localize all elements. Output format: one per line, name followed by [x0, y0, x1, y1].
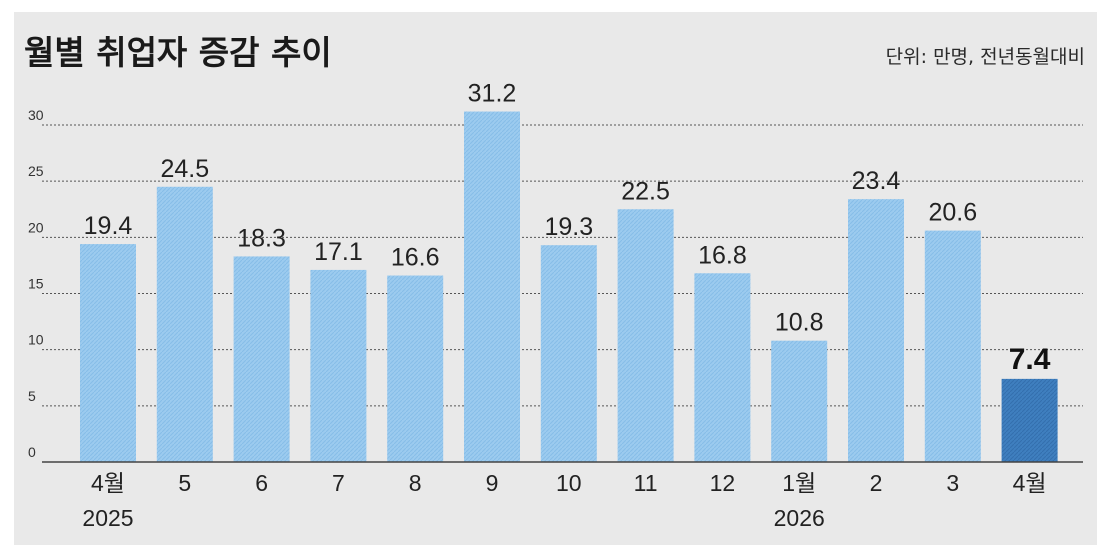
bar: [233, 256, 290, 462]
y-tick-label: 15: [28, 276, 44, 292]
bar: [464, 111, 520, 463]
x-tick-label: 3: [946, 470, 959, 496]
data-label: 10.8: [775, 309, 824, 337]
bar: [771, 340, 828, 462]
x-tick-label: 11: [634, 470, 658, 496]
bar: [1001, 378, 1058, 462]
y-tick-label: 20: [28, 219, 44, 235]
data-label: 23.4: [852, 167, 901, 195]
bar: [924, 230, 981, 462]
data-label: 19.4: [84, 212, 133, 240]
bar: [617, 209, 674, 462]
y-tick-label: 0: [28, 444, 36, 460]
bar: [156, 186, 213, 463]
data-label: 20.6: [928, 199, 977, 227]
y-tick-label: 5: [28, 388, 36, 404]
bar: [80, 244, 136, 462]
x-tick-label: 1월: [782, 470, 816, 496]
data-label: 31.2: [468, 80, 517, 108]
bar: [540, 245, 597, 462]
y-tick-label: 25: [28, 163, 44, 179]
data-label: 22.5: [621, 177, 670, 205]
x-tick-label: 2: [870, 470, 883, 496]
x-tick-label: 9: [486, 470, 499, 496]
bars: [80, 111, 1058, 463]
x-tick-label: 4월: [91, 470, 125, 496]
x-tick-label: 8: [409, 470, 422, 496]
chart-title: 월별 취업자 증감 추이: [24, 33, 332, 72]
x-axis-ticks: 4월 2025 5 6 7 8 9 10 11 12 1월 2026 2 3 4월: [82, 470, 1046, 531]
bar: [310, 269, 367, 462]
bar: [848, 199, 904, 462]
x-tick-label: 6: [255, 470, 268, 496]
data-label: 24.5: [160, 155, 209, 183]
y-tick-label: 10: [28, 332, 44, 348]
y-tick-label: 30: [28, 107, 44, 123]
x-year-label: 2025: [82, 505, 133, 531]
x-tick-label: 10: [556, 470, 582, 496]
x-tick-label: 4월: [1013, 470, 1047, 496]
bar: [694, 273, 751, 462]
data-label: 18.3: [237, 224, 286, 252]
bar-chart: 월별 취업자 증감 추이 단위: 만명, 전년동월대비 051015202530…: [24, 33, 1085, 531]
chart-panel: 월별 취업자 증감 추이 단위: 만명, 전년동월대비 0 5 10 15 20 25 30…: [14, 12, 1097, 545]
data-label: 17.1: [314, 238, 363, 266]
x-tick-label: 5: [178, 470, 191, 496]
data-label: 7.4: [1009, 343, 1051, 376]
data-labels: 19.4 24.5 18.3 17.1 16.6 31.2 19.3 22.5 16.8 10.8…: [84, 80, 1051, 376]
y-axis-ticks: 0 5 10 15 20 25 30: [28, 107, 44, 460]
data-label: 16.8: [698, 241, 747, 269]
unit-note: 단위: 만명, 전년동월대비: [886, 46, 1085, 68]
x-tick-label: 7: [332, 470, 345, 496]
x-tick-label: 12: [710, 470, 736, 496]
bar: [387, 275, 444, 462]
data-label: 19.3: [544, 213, 593, 241]
data-label: 16.6: [391, 244, 440, 272]
x-year-label: 2026: [774, 505, 825, 531]
